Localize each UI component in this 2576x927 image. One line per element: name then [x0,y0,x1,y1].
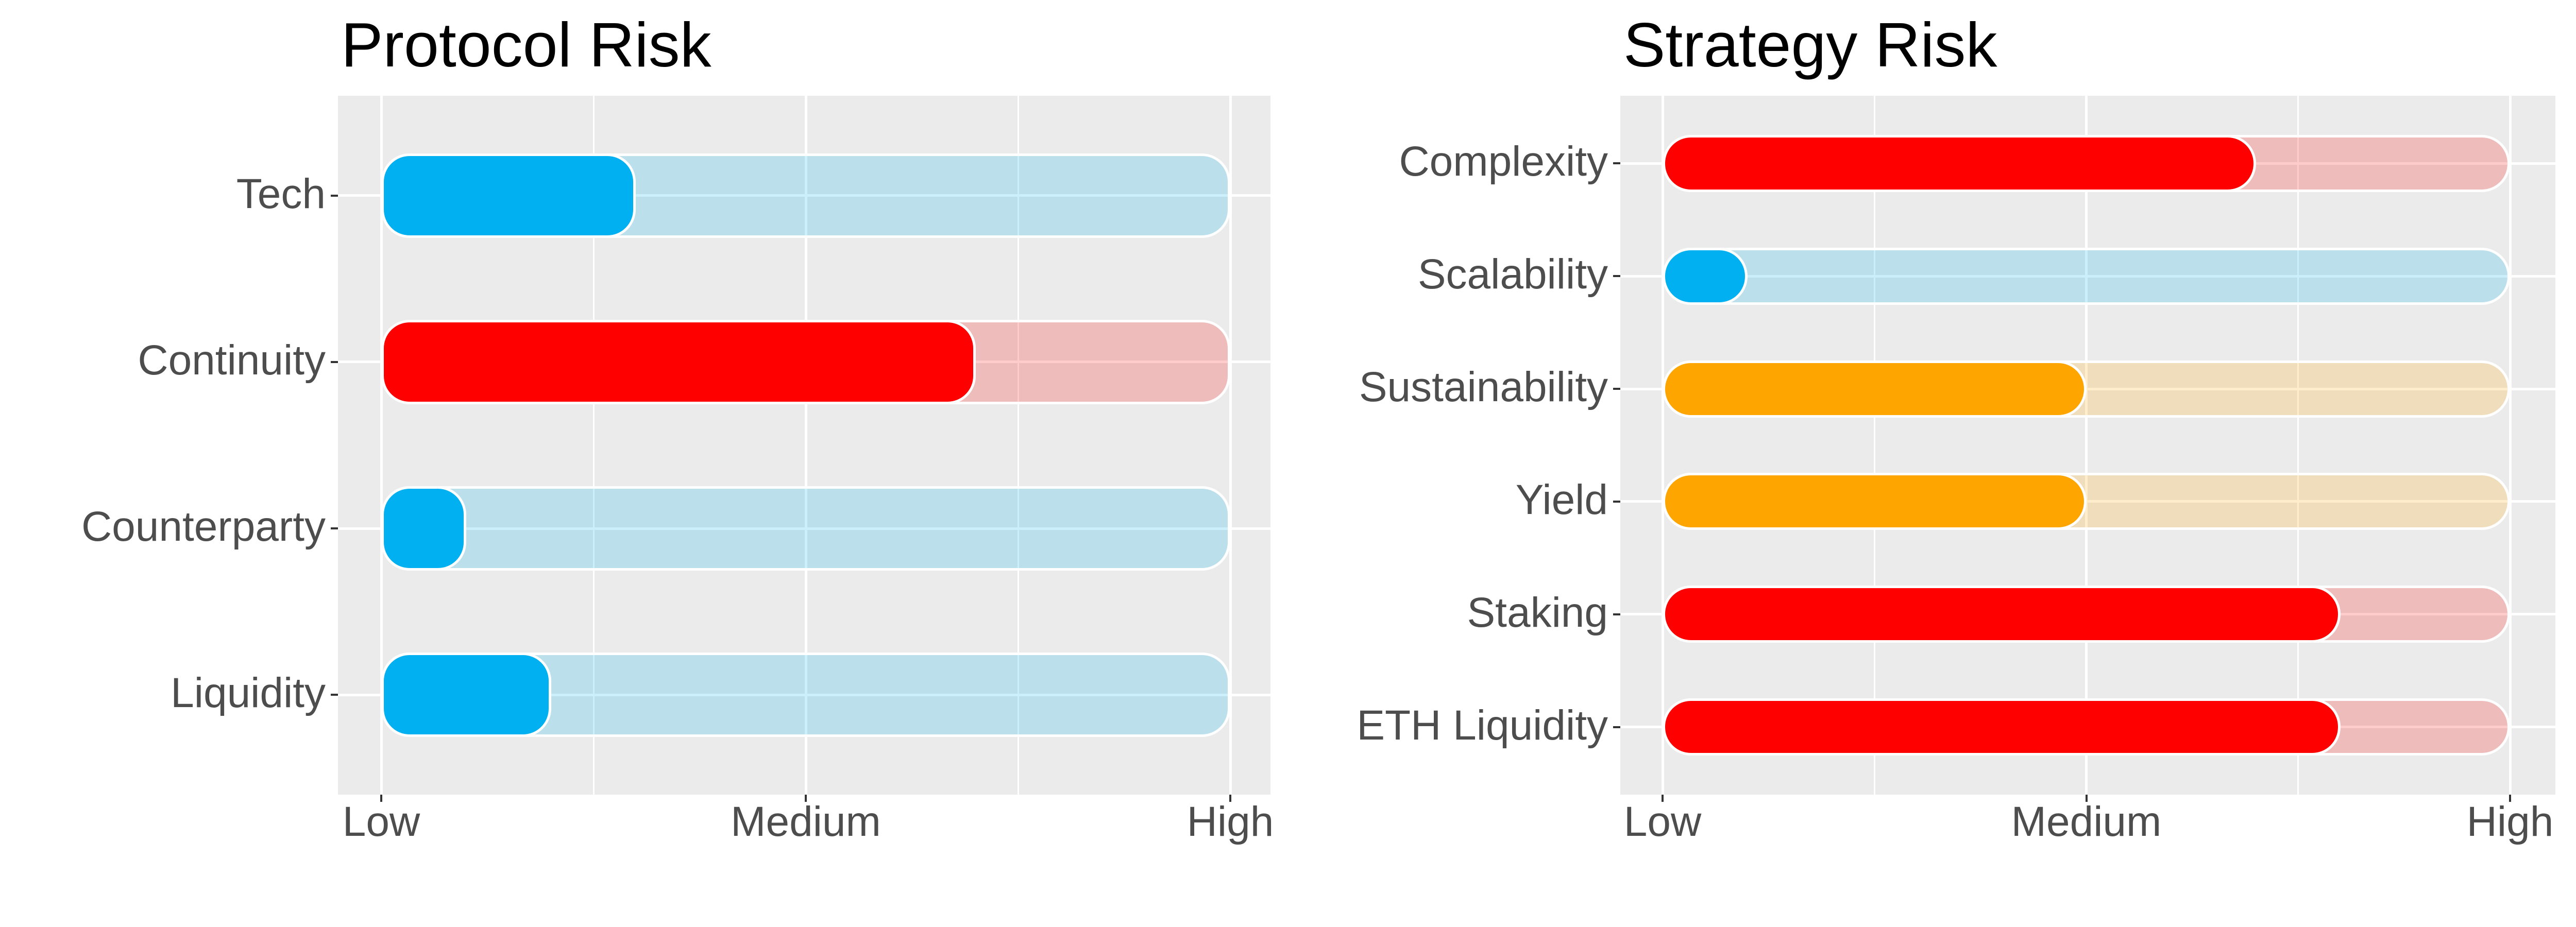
x-axis-tick [1229,795,1231,802]
y-tick-label: Scalability [1417,251,1608,298]
gridline-major-vertical [380,96,383,795]
bar-track [381,486,1230,571]
bar-value [381,486,466,571]
y-tick-label: Tech [236,170,326,217]
x-tick-label: Medium [2011,798,2162,845]
gridline-minor-vertical [1017,96,1019,795]
x-tick-label: High [1187,798,1274,845]
x-tick-label: Medium [731,798,881,845]
bar-value [1663,134,2256,192]
x-axis-tick [2085,795,2088,802]
y-tick-label: Complexity [1399,138,1608,185]
gridline-major-horizontal [1620,274,2555,278]
y-axis-tick [331,360,338,363]
bar-value [381,653,551,737]
bar-track [1663,247,2510,305]
x-axis-tick [380,795,382,802]
x-axis-tick [1662,795,1664,802]
gridline-major-vertical [2509,96,2512,795]
bar-value [1663,360,2087,418]
bar-value [1663,698,2341,756]
y-axis-tick [1613,613,1620,615]
bar-value [1663,586,2341,643]
y-tick-label: Liquidity [171,670,326,717]
y-tick-label: Sustainability [1359,364,1608,411]
gridline-minor-vertical [1873,96,1875,795]
x-axis-tick [805,795,807,802]
x-tick-label: Low [1623,798,1702,845]
y-axis-tick [1613,726,1620,728]
gridline-minor-vertical [2297,96,2299,795]
plot-panel [338,96,1270,795]
y-tick-label: ETH Liquidity [1357,701,1608,749]
gridline-major-horizontal [338,527,1270,530]
y-tick-label: Counterparty [81,503,326,551]
x-tick-label: Low [342,798,420,845]
bar-value [1663,247,1748,305]
bar-value [1663,473,2087,530]
gridline-major-vertical [1229,96,1232,795]
bar-value [381,319,976,404]
gridline-major-horizontal [338,194,1270,197]
y-axis-tick [1613,162,1620,165]
gridline-major-vertical [2085,96,2088,795]
y-axis-tick [1613,275,1620,278]
x-tick-label: High [2466,798,2554,845]
gridline-major-vertical [1661,96,1664,795]
x-axis-tick [2509,795,2511,802]
y-axis-tick [331,527,338,530]
y-axis-tick [331,694,338,696]
chart-title: Strategy Risk [1623,10,1997,80]
plot-panel [1620,96,2555,795]
y-tick-label: Staking [1467,589,1608,636]
bar-value [381,153,636,238]
gridline-major-horizontal [1620,500,2555,503]
y-tick-label: Continuity [138,336,326,384]
y-axis-tick [331,194,338,197]
gridline-major-horizontal [1620,387,2555,390]
y-axis-tick [1613,500,1620,503]
gridline-major-vertical [804,96,807,795]
y-tick-label: Yield [1515,476,1608,523]
y-axis-tick [1613,388,1620,390]
gridline-major-horizontal [338,693,1270,696]
gridline-minor-vertical [592,96,595,795]
chart-title: Protocol Risk [341,10,711,80]
